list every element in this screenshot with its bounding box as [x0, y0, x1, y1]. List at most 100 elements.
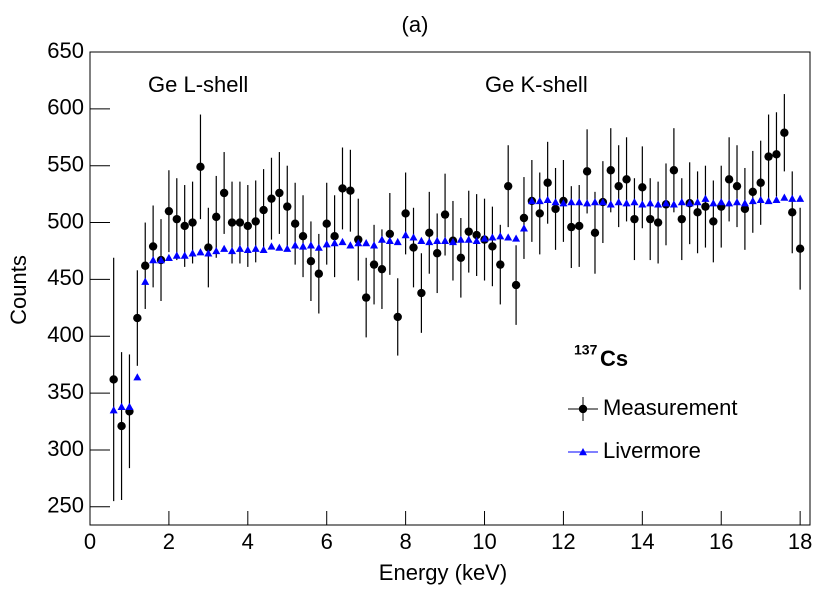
x-tick-label: 10	[472, 529, 496, 554]
data-point	[701, 194, 710, 202]
data-point	[480, 234, 489, 242]
data-point	[409, 243, 418, 252]
data-point	[512, 234, 521, 242]
data-point	[788, 194, 797, 202]
data-point	[543, 178, 552, 187]
data-point	[669, 166, 679, 175]
data-point	[772, 150, 781, 159]
data-point	[212, 212, 221, 222]
data-point	[306, 241, 315, 249]
data-point	[362, 239, 371, 247]
data-point	[464, 235, 473, 243]
data-point	[401, 209, 410, 218]
data-point	[172, 214, 181, 224]
data-point	[164, 253, 173, 262]
data-point	[267, 194, 276, 203]
data-point	[551, 198, 560, 206]
data-point	[456, 253, 466, 263]
data-point	[535, 196, 544, 205]
data-point	[283, 244, 292, 252]
data-point	[393, 312, 402, 322]
data-point	[259, 205, 268, 215]
data-point	[504, 233, 513, 241]
legend-symbol	[579, 448, 587, 456]
data-point	[701, 202, 710, 211]
data-point	[164, 206, 174, 216]
data-point	[677, 198, 686, 206]
data-point	[117, 402, 126, 410]
y-tick-label: 350	[47, 379, 84, 404]
legend-label: Measurement	[603, 395, 738, 420]
data-point	[472, 236, 481, 244]
data-point	[251, 217, 260, 226]
data-point	[109, 375, 118, 384]
data-point	[180, 221, 189, 231]
data-point	[606, 166, 615, 175]
data-point	[109, 406, 118, 414]
data-point	[583, 199, 592, 207]
annotation: Ge K-shell	[485, 72, 588, 97]
data-point	[180, 251, 189, 259]
data-point	[653, 218, 663, 227]
data-point	[385, 236, 394, 244]
data-point	[693, 208, 702, 217]
data-point	[527, 196, 536, 205]
data-point	[535, 209, 544, 218]
data-point	[141, 277, 150, 285]
data-point	[772, 195, 781, 204]
data-point	[267, 242, 276, 250]
data-point	[709, 217, 718, 226]
x-tick-label: 4	[242, 529, 254, 554]
data-point	[488, 242, 497, 251]
data-point	[464, 227, 473, 236]
data-point	[338, 237, 347, 246]
data-point	[417, 236, 426, 244]
data-point	[796, 194, 805, 202]
data-point	[575, 221, 584, 231]
data-point	[717, 198, 726, 206]
data-point	[448, 237, 457, 246]
data-point	[441, 236, 450, 244]
data-point	[235, 244, 244, 252]
data-point	[354, 239, 363, 247]
data-point	[141, 261, 150, 270]
data-point	[204, 243, 213, 252]
x-tick-label: 0	[84, 529, 96, 554]
chart-title: (a)	[402, 12, 429, 37]
data-point	[590, 228, 600, 237]
data-point	[196, 248, 205, 256]
y-tick-label: 500	[47, 208, 84, 233]
data-point	[338, 184, 347, 193]
data-point	[149, 256, 158, 264]
data-point	[172, 251, 181, 259]
data-point	[669, 200, 678, 208]
data-point	[575, 198, 584, 206]
data-point	[227, 218, 237, 227]
data-point	[496, 260, 505, 269]
legend-title-mass: 137	[574, 342, 598, 358]
data-point	[582, 167, 592, 176]
data-point	[638, 200, 647, 208]
data-point	[496, 232, 505, 240]
data-point	[125, 402, 134, 410]
data-point	[417, 288, 426, 298]
data-point	[117, 421, 126, 431]
x-tick-label: 8	[399, 529, 411, 554]
data-point	[133, 373, 142, 381]
data-point	[764, 152, 773, 161]
data-point	[188, 218, 197, 227]
data-point	[780, 128, 789, 137]
x-axis-label: Energy (keV)	[379, 560, 507, 585]
data-point	[433, 236, 442, 244]
data-point	[243, 221, 253, 231]
data-point	[212, 246, 221, 255]
data-point	[590, 198, 599, 206]
data-point	[630, 214, 639, 224]
data-point	[725, 199, 734, 207]
data-point	[220, 244, 229, 252]
data-point	[133, 313, 142, 323]
data-point	[235, 218, 245, 227]
data-point	[346, 241, 355, 249]
x-tick-label: 6	[321, 529, 333, 554]
